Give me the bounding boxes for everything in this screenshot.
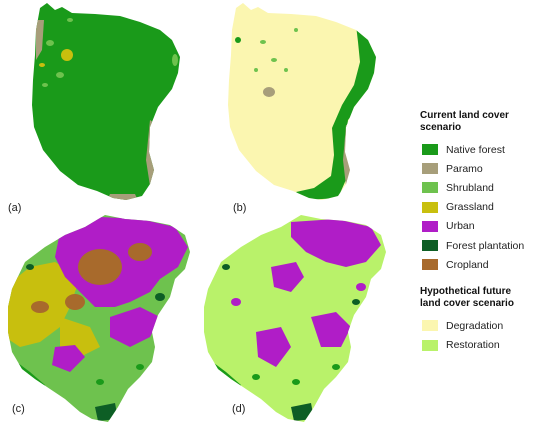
legend-label-restoration: Restoration [446,339,500,352]
map-panel-d [204,215,386,422]
legend-future-title: Hypothetical future land cover scenario [420,286,550,310]
legend-item-native-forest: Native forest [422,140,550,159]
legend-swatch-shrubland [422,182,438,194]
legend-item-grassland: Grassland [422,198,550,217]
map-legend: Current land cover scenario Native fores… [420,110,550,355]
map-panel-b [228,3,376,200]
legend-swatch-grassland [422,201,438,213]
legend-label-native-forest: Native forest [446,143,505,156]
legend-label-forest-plantation: Forest plantation [446,239,525,252]
legend-item-degradation: Degradation [422,316,550,335]
legend-swatch-cropland [422,259,438,271]
legend-swatch-urban [422,220,438,232]
legend-label-paramo: Paramo [446,162,483,175]
legend-swatch-paramo [422,163,438,175]
legend-swatch-degradation [422,320,438,332]
panel-label-d: (d) [232,403,246,415]
legend-label-shrubland: Shrubland [446,181,494,194]
legend-current-title: Current land cover scenario [420,110,509,133]
panel-label-b: (b) [233,202,247,214]
legend-item-paramo: Paramo [422,159,550,178]
legend-swatch-forest-plantation [422,240,438,252]
map-panel-c [8,215,190,422]
legend-future-items: Degradation Restoration [420,316,550,354]
legend-label-urban: Urban [446,220,475,233]
legend-swatch-native-forest [422,144,438,156]
legend-item-restoration: Restoration [422,336,550,355]
map-panel-a [32,3,180,200]
legend-future-title-line2: land cover scenario [420,298,514,310]
legend-item-cropland: Cropland [422,255,550,274]
panel-label-a: (a) [8,202,22,214]
legend-label-grassland: Grassland [446,201,494,214]
legend-label-cropland: Cropland [446,258,489,271]
legend-swatch-restoration [422,339,438,351]
legend-future-title-line1: Hypothetical future [420,286,512,298]
legend-label-degradation: Degradation [446,319,504,332]
legend-item-urban: Urban [422,217,550,236]
panel-label-c: (c) [12,403,25,415]
legend-current-items: Native forest Paramo Shrubland Grassland… [420,140,550,274]
legend-item-forest-plantation: Forest plantation [422,236,550,255]
legend-item-shrubland: Shrubland [422,178,550,197]
